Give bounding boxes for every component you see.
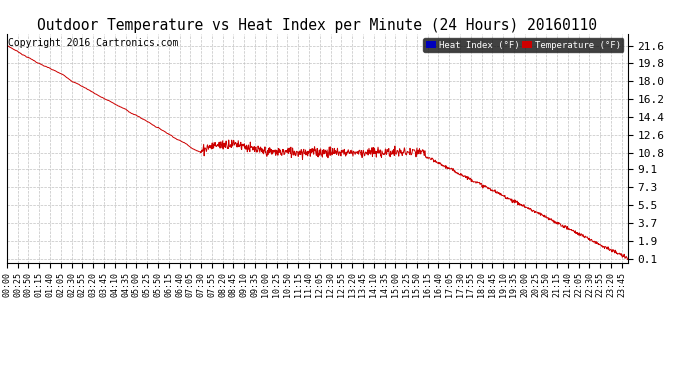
Title: Outdoor Temperature vs Heat Index per Minute (24 Hours) 20160110: Outdoor Temperature vs Heat Index per Mi… [37,18,598,33]
Text: Copyright 2016 Cartronics.com: Copyright 2016 Cartronics.com [8,38,178,48]
Legend: Heat Index (°F), Temperature (°F): Heat Index (°F), Temperature (°F) [424,38,623,52]
